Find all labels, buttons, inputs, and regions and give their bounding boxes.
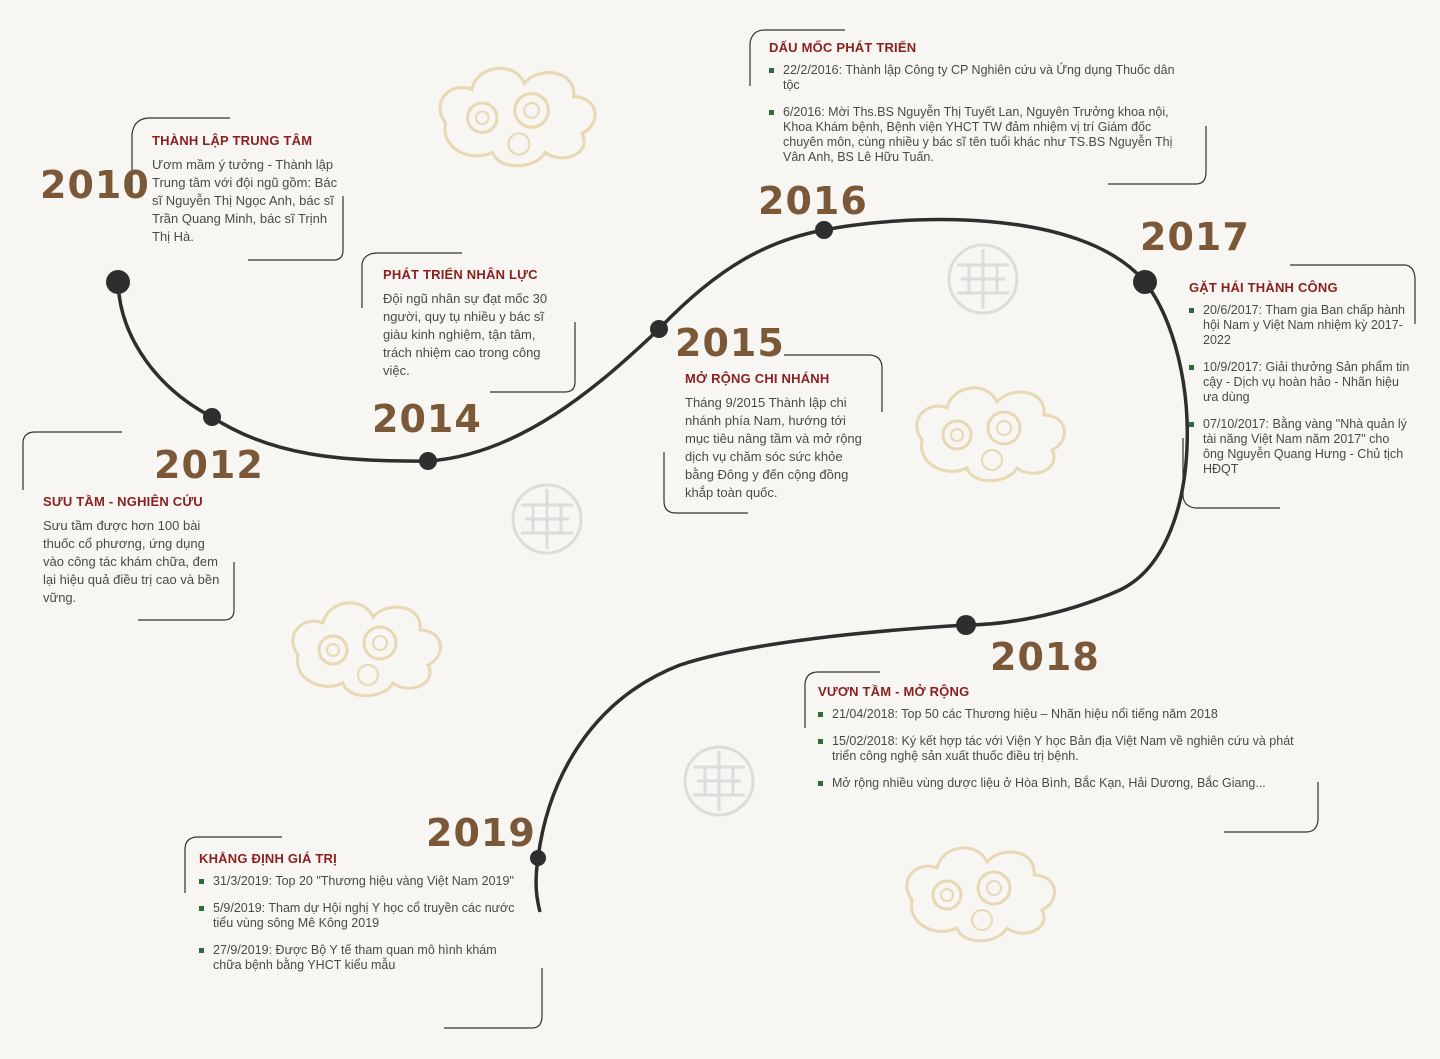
milestone-title: GẶT HÁI THÀNH CÔNG (1189, 280, 1338, 295)
milestone-card-2019: KHẲNG ĐỊNH GIÁ TRỊ 31/3/2019: Top 20 "Th… (199, 851, 521, 985)
milestone-list: 31/3/2019: Top 20 "Thương hiệu vàng Việt… (199, 874, 521, 973)
milestone-text: Sưu tầm được hơn 100 bài thuốc cổ phương… (43, 518, 220, 605)
milestone-list: 20/6/2017: Tham gia Ban chấp hành hội Na… (1189, 303, 1411, 477)
year-2017: 2017 (1140, 215, 1250, 259)
milestone-list: 21/04/2018: Top 50 các Thương hiệu – Nhã… (818, 707, 1298, 791)
node-2015 (650, 320, 668, 338)
milestone-title: VƯƠN TẦM - MỞ RỘNG (818, 684, 970, 699)
milestone-card-2010: THÀNH LẬP TRUNG TÂM Ươm mầm ý tưởng - Th… (152, 133, 342, 246)
milestone-text: Đội ngũ nhân sự đạt mốc 30 người, quy tụ… (383, 291, 548, 378)
milestone-title: PHÁT TRIỂN NHÂN LỰC (383, 267, 538, 282)
milestone-title: DẤU MỐC PHÁT TRIỂN (769, 40, 917, 55)
node-2016 (815, 221, 833, 239)
milestone-card-2016: DẤU MỐC PHÁT TRIỂN 22/2/2016: Thành lập … (769, 40, 1189, 177)
list-item: 31/3/2019: Top 20 "Thương hiệu vàng Việt… (199, 874, 521, 889)
list-item: 10/9/2017: Giải thưởng Sản phẩm tin cậy … (1189, 360, 1411, 405)
milestone-text: Ươm mầm ý tưởng - Thành lập Trung tâm vớ… (152, 157, 338, 244)
list-item: 15/02/2018: Ký kết hợp tác với Viện Y họ… (818, 734, 1298, 764)
list-item: 20/6/2017: Tham gia Ban chấp hành hội Na… (1189, 303, 1411, 348)
milestone-card-2017: GẶT HÁI THÀNH CÔNG 20/6/2017: Tham gia B… (1189, 280, 1411, 489)
list-item: 07/10/2017: Bằng vàng "Nhà quản lý tài n… (1189, 417, 1411, 477)
year-2016: 2016 (758, 179, 868, 223)
list-item: 5/9/2019: Tham dự Hội nghị Y học cổ truy… (199, 901, 521, 931)
milestone-card-2015: MỞ RỘNG CHI NHÁNH Tháng 9/2015 Thành lập… (685, 371, 871, 502)
node-2014 (419, 452, 437, 470)
node-2018 (956, 615, 976, 635)
year-2015: 2015 (675, 321, 785, 365)
milestone-title: SƯU TẦM - NGHIÊN CỨU (43, 494, 203, 509)
year-2012: 2012 (154, 443, 264, 487)
milestone-title: THÀNH LẬP TRUNG TÂM (152, 133, 313, 148)
list-item: 6/2016: Mời Ths.BS Nguyễn Thị Tuyết Lan,… (769, 105, 1189, 165)
list-item: 21/04/2018: Top 50 các Thương hiệu – Nhã… (818, 707, 1298, 722)
milestone-card-2012: SƯU TẦM - NGHIÊN CỨU Sưu tầm được hơn 10… (43, 494, 229, 607)
node-2012 (203, 408, 221, 426)
milestone-title: MỞ RỘNG CHI NHÁNH (685, 371, 830, 386)
milestone-card-2018: VƯƠN TẦM - MỞ RỘNG 21/04/2018: Top 50 cá… (818, 684, 1298, 803)
milestone-title: KHẲNG ĐỊNH GIÁ TRỊ (199, 851, 337, 866)
list-item: Mở rộng nhiều vùng dược liệu ở Hòa Bình,… (818, 776, 1298, 791)
year-2019: 2019 (426, 811, 536, 855)
milestone-card-2014: PHÁT TRIỂN NHÂN LỰC Đội ngũ nhân sự đạt … (383, 267, 567, 380)
card-brackets (22, 29, 1416, 1029)
year-2014: 2014 (372, 397, 482, 441)
node-2019 (530, 850, 546, 866)
list-item: 22/2/2016: Thành lập Công ty CP Nghiên c… (769, 63, 1189, 93)
timeline-curve (116, 217, 1190, 913)
node-2010 (106, 270, 130, 294)
year-2010: 2010 (40, 163, 150, 207)
node-2017 (1133, 270, 1157, 294)
list-item: 27/9/2019: Được Bộ Y tế tham quan mô hìn… (199, 943, 521, 973)
milestone-text: Tháng 9/2015 Thành lập chi nhánh phía Na… (685, 395, 862, 500)
milestone-list: 22/2/2016: Thành lập Công ty CP Nghiên c… (769, 63, 1189, 165)
year-2018: 2018 (990, 635, 1100, 679)
